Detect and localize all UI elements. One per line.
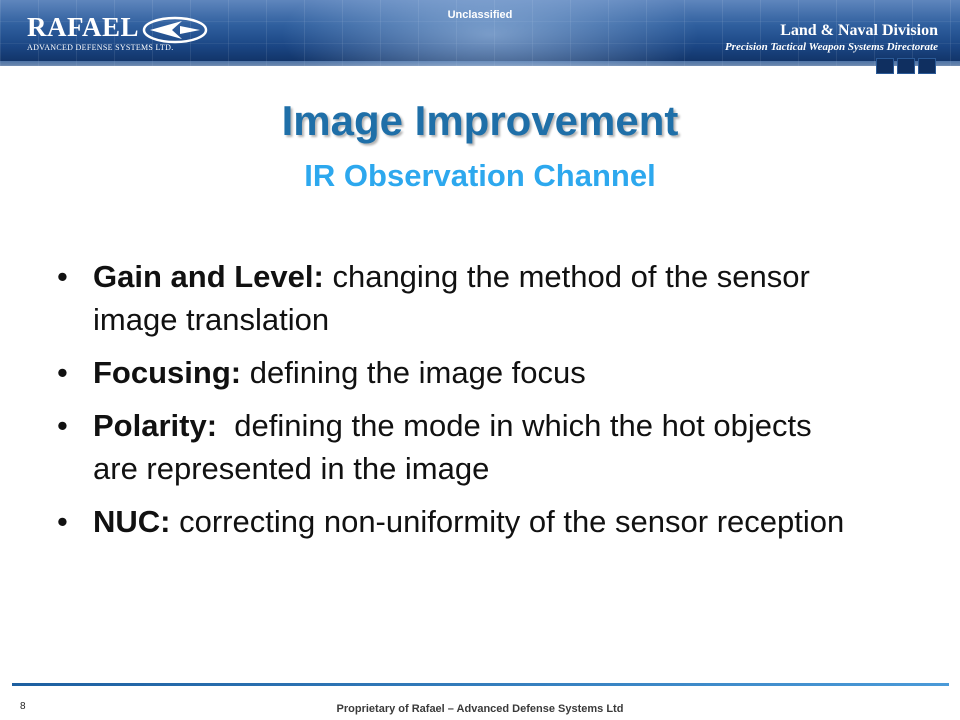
bullet-term: Focusing: [93,355,242,390]
bullet-item: • NUC: correcting non-uniformity of the … [55,500,855,543]
bullet-item: • Polarity: defining the mode in which t… [55,404,855,490]
logo-wordmark: RAFAEL [27,12,140,42]
bullet-text: defining the mode in which the hot objec… [93,408,821,486]
bullet-term: NUC: [93,504,171,539]
bullet-item: • Gain and Level: changing the method of… [55,255,855,341]
bullet-dot-icon: • [57,259,68,294]
bullet-text: correcting non-uniformity of the sensor … [170,504,845,539]
page-number: 8 [20,701,26,712]
header-banner: RAFAEL ADVANCED DEFENSE SYSTEMS LTD. Unc… [0,0,960,66]
header-glow [280,0,700,66]
header-square [897,58,915,74]
header-square [918,58,936,74]
header-square [876,58,894,74]
bullet-item: • Focusing: defining the image focus [55,351,855,394]
slide-subtitle: IR Observation Channel [304,158,656,193]
footer-divider [12,683,949,686]
bullet-text: changing the method of the sensor image … [93,259,810,337]
bullet-list: • Gain and Level: changing the method of… [55,255,855,553]
directorate-name: Precision Tactical Weapon Systems Direct… [724,41,938,53]
bullet-term: Gain and Level: [93,259,324,294]
bullet-dot-icon: • [57,355,68,390]
header-squares [876,58,936,74]
division-block: Land & Naval Division Precision Tactical… [725,22,938,54]
rafael-logo: RAFAEL ADVANCED DEFENSE SYSTEMS LTD. [27,12,174,53]
footer-proprietary-notice: Proprietary of Rafael – Advanced Defense… [336,703,624,715]
header-shine [0,61,960,66]
rafael-emblem-icon [142,16,208,44]
bullet-dot-icon: • [57,504,68,539]
division-title: Land & Naval Division [780,22,938,39]
bullet-dot-icon: • [57,408,68,443]
bullet-text: defining the image focus [241,355,586,390]
slide-title: Image Improvement [281,97,679,144]
bullet-term: Polarity: [93,408,218,443]
logo-subtitle: ADVANCED DEFENSE SYSTEMS LTD. [27,43,174,52]
classification-label: Unclassified [447,9,513,21]
